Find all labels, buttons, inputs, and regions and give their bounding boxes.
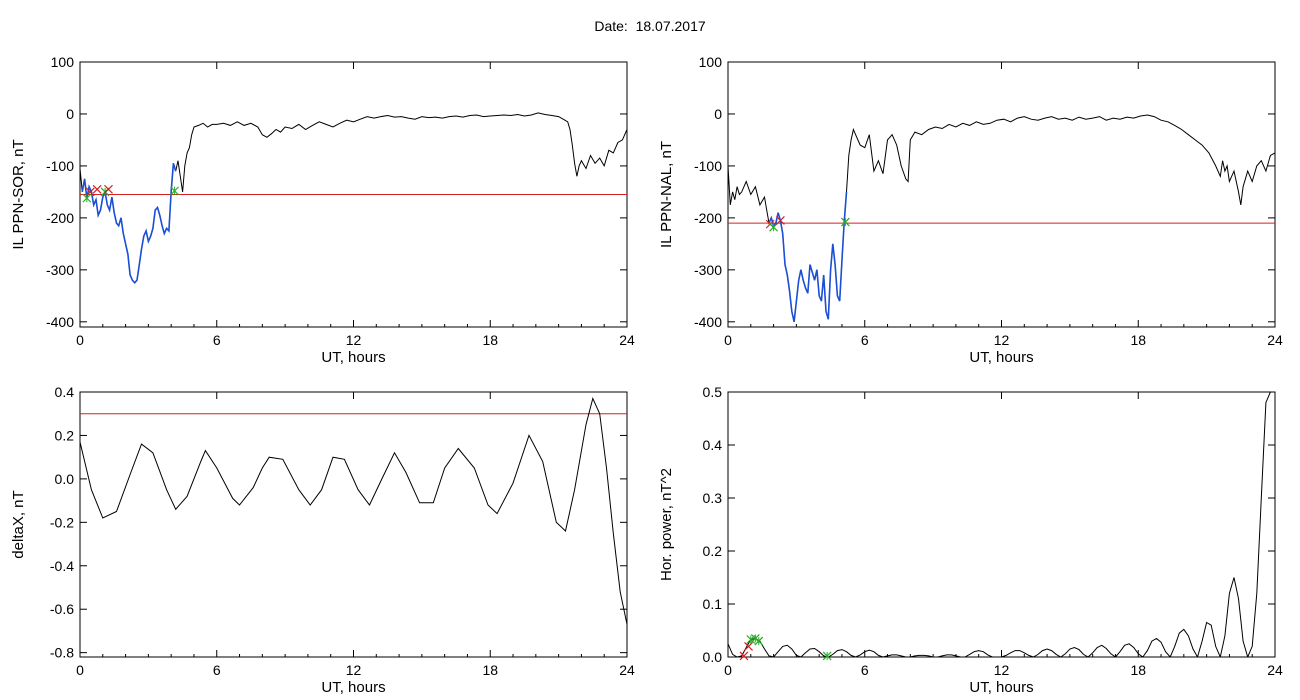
x-tick-label: 0 <box>76 332 84 348</box>
marker-stroke <box>744 641 753 651</box>
x-tick-label: 12 <box>994 332 1010 348</box>
y-tick-label: -300 <box>46 262 74 278</box>
panel-deltax: 0 6 12 18 24 0.4 0.2 0.0 -0.2 -0.4 -0.6 -0.8 UT, hou… <box>10 384 635 696</box>
x-tick-label: 6 <box>861 662 869 678</box>
event-marker-end <box>744 641 753 651</box>
event-marker-end <box>85 187 95 197</box>
y-axis-label: IL PPN-NAL, nT <box>658 141 675 248</box>
event-marker-end <box>104 184 113 194</box>
x-axis-label: UT, hours <box>321 349 385 366</box>
x-tick-label: 12 <box>346 332 362 348</box>
highlight-segment <box>81 163 177 285</box>
x-tick-label: 24 <box>619 332 635 348</box>
y-tick-label: -0.6 <box>50 601 74 617</box>
y-tick-label: 0.2 <box>55 427 75 443</box>
panel-il-ppn-sor: 0 6 12 18 24 100 0 -100 -200 -300 -400 UT, hours IL … <box>10 54 635 366</box>
event-marker-end <box>739 651 749 661</box>
data-series-line <box>728 114 1275 322</box>
x-tick-label: 24 <box>619 662 635 678</box>
y-tick-label: -400 <box>46 314 74 330</box>
marker-stroke <box>85 187 95 197</box>
y-tick-label: 100 <box>51 54 75 70</box>
plot-frame <box>79 391 628 658</box>
highlight-segment <box>768 191 848 322</box>
event-marker-end <box>92 184 102 194</box>
y-tick-label: 0.0 <box>703 649 723 665</box>
x-tick-label: 18 <box>482 662 498 678</box>
x-tick-label: 12 <box>346 662 362 678</box>
y-tick-label: 0.2 <box>703 543 723 559</box>
marker-stroke <box>739 651 749 661</box>
event-marker-start <box>840 217 850 227</box>
x-tick-label: 18 <box>1130 662 1146 678</box>
y-tick-label: -0.2 <box>50 514 74 530</box>
y-tick-label: 0.5 <box>703 384 723 400</box>
x-tick-label: 18 <box>482 332 498 348</box>
y-tick-label: 0 <box>714 106 722 122</box>
y-tick-label: 0.4 <box>55 384 75 400</box>
y-tick-label: 0.4 <box>703 437 723 453</box>
plot-frame <box>727 391 1276 658</box>
x-axis-label: UT, hours <box>969 349 1033 366</box>
x-tick-label: 24 <box>1267 332 1283 348</box>
plot-frame <box>727 61 1276 328</box>
event-marker-start <box>769 222 779 232</box>
y-axis-label: Hor. power, nT^2 <box>658 468 675 581</box>
y-tick-label: 0.1 <box>703 596 723 612</box>
data-series-line <box>728 392 1275 657</box>
y-axis-label: IL PPN-SOR, nT <box>10 139 27 249</box>
event-marker-end <box>775 216 785 225</box>
y-tick-label: -400 <box>694 314 722 330</box>
x-tick-label: 12 <box>994 662 1010 678</box>
y-tick-label: -0.4 <box>50 558 74 574</box>
x-axis-label: UT, hours <box>321 679 385 696</box>
x-axis-label: UT, hours <box>969 679 1033 696</box>
marker-stroke <box>104 184 113 194</box>
x-tick-label: 0 <box>724 332 732 348</box>
panel-il-ppn-nal: 0 6 12 18 24 100 0 -100 -200 -300 -400 UT, hours IL … <box>658 54 1283 366</box>
y-tick-label: 100 <box>699 54 723 70</box>
event-marker-start <box>822 651 832 661</box>
y-tick-label: 0.3 <box>703 490 723 506</box>
y-tick-label: -100 <box>694 158 722 174</box>
y-tick-label: -0.8 <box>50 645 74 661</box>
y-tick-label: 0.0 <box>55 471 75 487</box>
x-tick-label: 6 <box>213 662 221 678</box>
data-series-line <box>80 397 627 625</box>
chart-title: Date: 18.07.2017 <box>0 18 1300 34</box>
y-tick-label: -200 <box>46 210 74 226</box>
y-axis-label: deltaX, nT <box>10 490 27 558</box>
x-tick-label: 6 <box>213 332 221 348</box>
panel-hor-power: 0 6 12 18 24 0.5 0.4 0.3 0.2 0.1 0.0 UT, hours Hor. … <box>658 384 1283 696</box>
marker-stroke <box>92 184 102 194</box>
marker-stroke <box>775 216 785 225</box>
y-tick-label: -100 <box>46 158 74 174</box>
x-tick-label: 0 <box>724 662 732 678</box>
y-tick-label: -300 <box>694 262 722 278</box>
y-tick-label: -200 <box>694 210 722 226</box>
x-tick-label: 24 <box>1267 662 1283 678</box>
event-marker-start <box>170 186 180 196</box>
event-marker-start <box>754 636 764 646</box>
data-series-line <box>80 112 627 284</box>
date-label: Date: <box>594 18 628 34</box>
date-value: 18.07.2017 <box>635 18 706 34</box>
x-tick-label: 18 <box>1130 332 1146 348</box>
y-tick-label: 0 <box>66 106 74 122</box>
x-tick-label: 0 <box>76 662 84 678</box>
x-tick-label: 6 <box>861 332 869 348</box>
